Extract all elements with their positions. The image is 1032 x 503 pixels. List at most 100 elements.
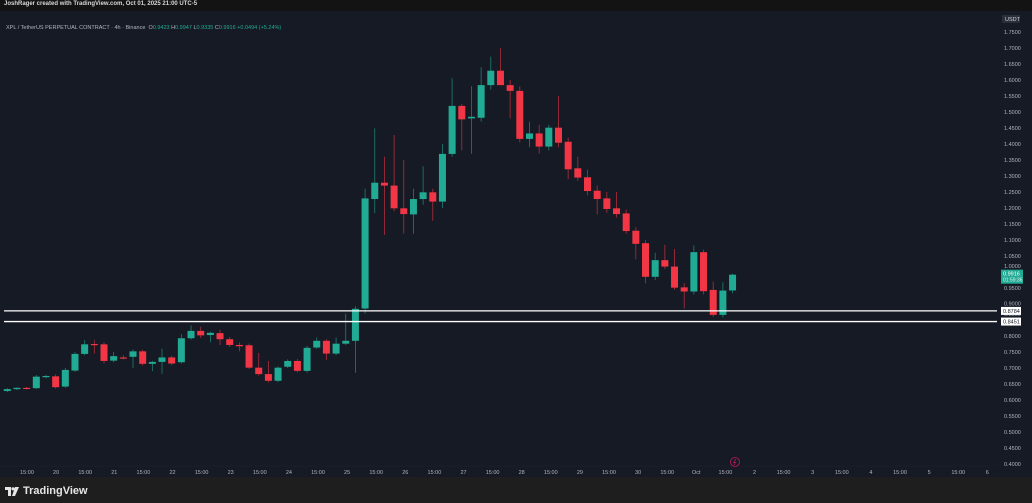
candle-body [535, 133, 543, 147]
candle [535, 124, 543, 154]
candle-body [690, 252, 698, 292]
candle-body [700, 252, 708, 292]
time-tick-label: 2 [753, 470, 756, 476]
time-tick-label: 25 [344, 470, 350, 476]
price-tick-label: 0.9000 [1004, 301, 1021, 307]
brand-name: TradingView [23, 485, 88, 497]
candle-body [613, 208, 621, 215]
time-tick-label: Oct [692, 470, 701, 476]
candle-body [642, 243, 650, 277]
line-price-badge [1001, 317, 1021, 326]
candle [61, 368, 69, 388]
top-bar: JoshRager created with TradingView.com, … [0, 0, 1032, 11]
candle-body [380, 182, 388, 186]
time-tick-label: 15:00 [311, 470, 325, 476]
price-tick-label: 1.1000 [1004, 238, 1021, 244]
lightning-circle-icon[interactable] [730, 457, 740, 467]
time-tick-label: 20 [53, 470, 59, 476]
time-tick-label: 23 [228, 470, 234, 476]
candle-body [13, 387, 21, 390]
candle [593, 185, 601, 215]
candle-body [187, 330, 195, 339]
candle [139, 349, 147, 366]
price-tick-label: 0.9500 [1004, 286, 1021, 292]
candle-body [61, 369, 69, 387]
candle [661, 244, 669, 269]
chart-pane[interactable]: 1.7500 1.7000 1.6500 1.6000 1.5500 1.5000 1.45… [0, 11, 1032, 477]
candle-body [303, 347, 311, 371]
candle-body [632, 230, 640, 244]
candle [81, 340, 89, 356]
high-label: H [171, 25, 176, 31]
candle [690, 245, 698, 295]
price-tick-label: 0.6500 [1004, 382, 1021, 388]
candle [293, 359, 301, 373]
candle-body [100, 344, 108, 361]
candle [197, 326, 205, 338]
time-tick-label: 15:00 [137, 470, 151, 476]
time-tick-label: 3 [811, 470, 814, 476]
candle-body [554, 127, 562, 143]
price-tick-label: 0.8500 [1004, 312, 1021, 318]
symbol-info[interactable]: XPL / TetherUS PERPETUAL CONTRACT · 4h ·… [6, 25, 146, 31]
tradingview-logo[interactable]: TradingView [5, 485, 88, 497]
candle [506, 80, 514, 119]
candle-body [390, 185, 398, 209]
candle [264, 360, 272, 383]
candle [158, 348, 166, 374]
time-tick-label: 15:00 [253, 470, 267, 476]
price-axis-labels: 1.7500 1.7000 1.6500 1.6000 1.5500 1.5000 1.45… [1001, 15, 1023, 468]
time-tick-label: 15:00 [660, 470, 674, 476]
time-tick-label: 15:00 [719, 470, 733, 476]
time-tick-label: 27 [460, 470, 466, 476]
candle [390, 135, 398, 212]
low-label: L [193, 25, 197, 31]
candlestick-chart[interactable]: 1.7500 1.7000 1.6500 1.6000 1.5500 1.5000 1.45… [0, 11, 1032, 477]
candle [613, 192, 621, 218]
candle-body [400, 208, 408, 215]
candle [322, 339, 330, 360]
open-label: O [148, 25, 153, 31]
candle-body [52, 376, 60, 388]
candle-body [71, 353, 79, 371]
candle [100, 342, 108, 364]
tradingview-logo-icon [5, 486, 19, 496]
time-tick-label: 15:00 [544, 470, 558, 476]
time-tick-label: 15:00 [893, 470, 907, 476]
candle-body [42, 376, 50, 378]
candle [680, 283, 688, 309]
candle [448, 78, 456, 157]
currency-label: USDT [1005, 17, 1021, 23]
close-label: C [214, 25, 219, 31]
candle [545, 124, 553, 151]
candle [729, 273, 737, 294]
price-axis[interactable] [997, 11, 1032, 477]
price-tick-label: 1.6000 [1004, 78, 1021, 84]
time-tick-label: 15:00 [195, 470, 209, 476]
candle [119, 355, 127, 360]
candle-body [206, 332, 214, 336]
time-tick-label: 15:00 [602, 470, 616, 476]
candle [42, 374, 50, 379]
candle-body [3, 389, 11, 392]
price-tick-label: 1.1500 [1004, 222, 1021, 228]
candle-body [458, 105, 466, 120]
candle [400, 160, 408, 234]
candle-body [496, 70, 504, 86]
price-tick-label: 0.8000 [1004, 334, 1021, 340]
time-tick-label: 15:00 [20, 470, 34, 476]
candle-body [361, 198, 369, 309]
candle-body [255, 367, 263, 375]
time-tick-label: 26 [402, 470, 408, 476]
candle-body [197, 330, 205, 336]
candle-body [322, 340, 330, 354]
candle-body [729, 274, 737, 291]
candle [719, 282, 727, 318]
line-price-label: 0.8451 [1003, 320, 1020, 326]
candle [216, 329, 224, 345]
candle [554, 96, 562, 148]
candle [380, 156, 388, 235]
candle-body [622, 213, 630, 232]
candle-body [216, 333, 224, 340]
candle [671, 248, 679, 290]
